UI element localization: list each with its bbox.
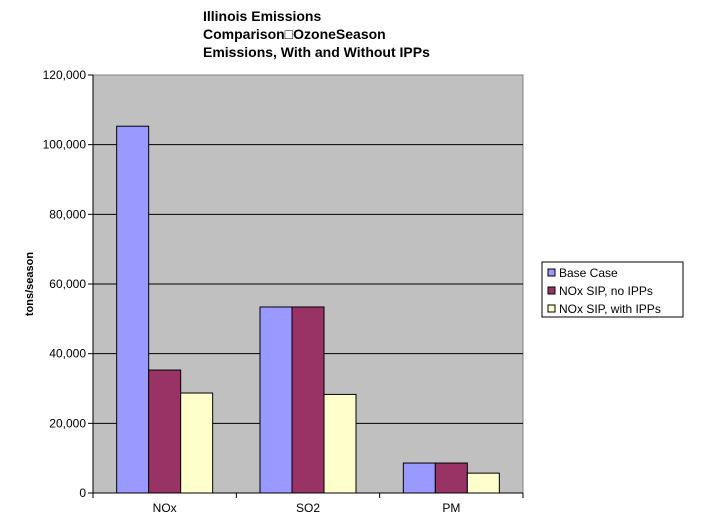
- bar-so2-series-2: [291, 306, 325, 494]
- y-tick-label: 20,000: [49, 416, 86, 430]
- legend-swatch: [547, 268, 556, 277]
- bar-nox-series-1: [116, 125, 150, 494]
- y-tick-label: 0: [79, 486, 86, 500]
- x-tick-label: NOx: [153, 501, 177, 515]
- chart-title-line-1: Illinois Emissions: [203, 8, 321, 24]
- bar-pm-series-3: [466, 472, 500, 494]
- y-tick-label: 120,000: [43, 68, 87, 82]
- x-axis: NOx SO2 PM: [92, 492, 524, 515]
- bar-so2-series-1: [259, 306, 293, 494]
- bar-so2-series-3: [323, 393, 357, 494]
- y-tick-label: 80,000: [49, 207, 86, 221]
- y-tick-label: 100,000: [43, 138, 87, 152]
- y-tick-label: 60,000: [49, 277, 86, 291]
- bar-pm-series-2: [434, 462, 468, 494]
- legend: Base Case NOx SIP, no IPPs NOx SIP, with I…: [541, 261, 684, 318]
- bar-nox-series-3: [180, 392, 214, 494]
- bar-pm-series-1: [402, 462, 436, 494]
- legend-box: [541, 261, 684, 318]
- chart-title-line-3: Emissions, With and Without IPPs: [203, 44, 430, 60]
- legend-label: NOx SIP, no IPPs: [559, 284, 653, 298]
- legend-label: Base Case: [559, 266, 618, 280]
- x-tick-label: SO2: [296, 501, 320, 515]
- chart-title-line-2: Comparison□OzoneSeason: [203, 26, 386, 42]
- legend-swatch: [547, 304, 556, 313]
- x-tick-label: PM: [442, 501, 460, 515]
- bar-nox-series-2: [148, 369, 182, 494]
- chart-title: Illinois Emissions Comparison□OzoneSeaso…: [203, 8, 430, 60]
- y-axis: 0 20,000 40,000 60,000 80,000 100,000 120,000: [43, 68, 94, 500]
- y-axis-label: tons/season: [24, 252, 36, 316]
- bars: [116, 125, 500, 494]
- y-tick-label: 40,000: [49, 347, 86, 361]
- legend-swatch: [547, 286, 556, 295]
- legend-label: NOx SIP, with IPPs: [559, 302, 661, 316]
